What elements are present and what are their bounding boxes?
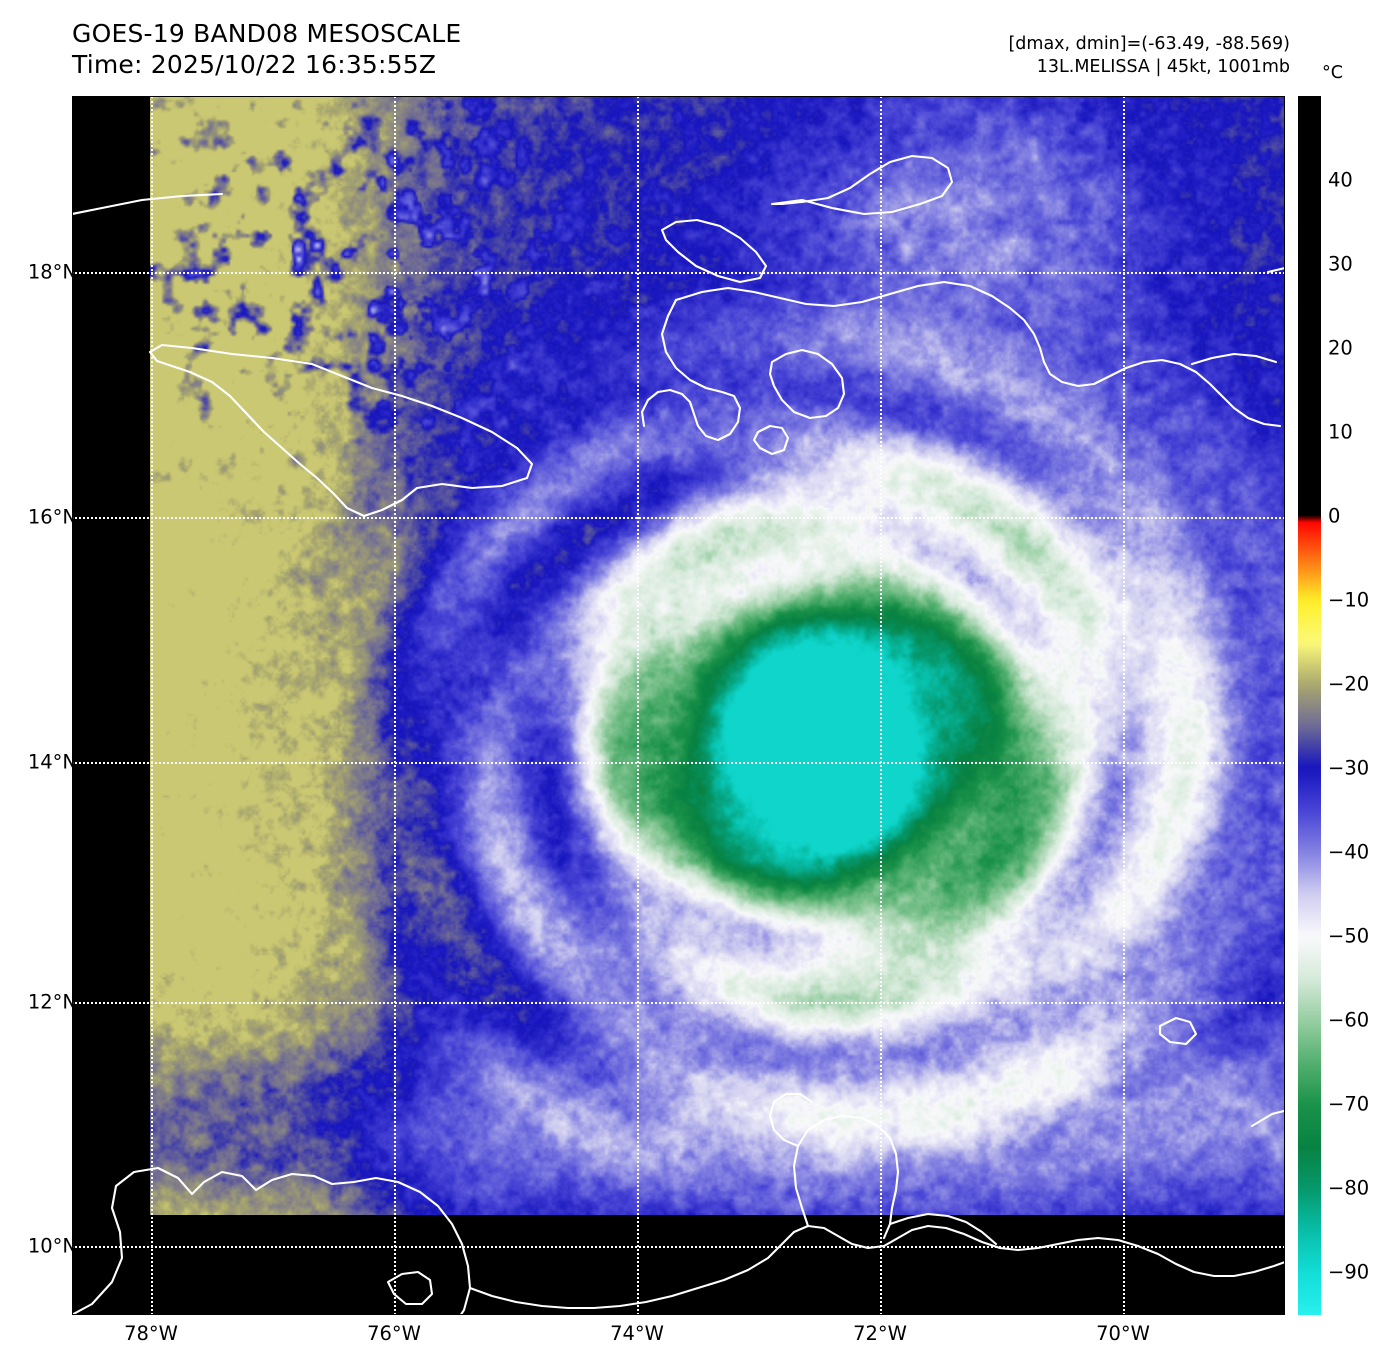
gridline-lon-74 (637, 96, 639, 1315)
colorbar-tick-label: 20 (1328, 336, 1353, 360)
coastline-cuba (72, 192, 224, 216)
colorbar-units-label: °C (1322, 63, 1343, 83)
coastline-overlay (72, 154, 1285, 1315)
coastline-ven-inner (888, 1212, 998, 1246)
coastline-hispaniola-main (674, 280, 1282, 428)
colorbar-tick-label: −30 (1328, 756, 1370, 780)
ytick-label: 10°N (27, 1234, 77, 1258)
coastline-maracaibo-w (768, 1092, 814, 1148)
coastline-guajira (72, 1166, 472, 1315)
coastline-hispaniola-south (640, 298, 742, 442)
gridline-lat-10 (72, 1246, 1285, 1248)
ytick-label: 16°N (27, 505, 77, 529)
colorbar-tick-label: 40 (1328, 168, 1353, 192)
ytick-label: 14°N (27, 750, 77, 774)
dminmax-label: [dmax, dmin]=(-63.49, -88.569) (1008, 34, 1290, 54)
coastline-lower-left (386, 1270, 434, 1306)
page-title: GOES-19 BAND08 MESOSCALE Time: 2025/10/2… (72, 18, 461, 80)
colorbar-gradient (1298, 96, 1321, 1315)
ytick-label: 18°N (27, 260, 77, 284)
colorbar-tick-label: −70 (1328, 1092, 1370, 1116)
coastline-puerto-rico (1266, 266, 1285, 274)
xtick-label: 74°W (610, 1322, 664, 1345)
coastline-curacao (1250, 1109, 1285, 1128)
gridline-lon-76 (394, 96, 396, 1315)
gridline-lat-16 (72, 517, 1285, 519)
coastline-hispaniola-bay (768, 348, 846, 420)
colorbar-tick-label: −40 (1328, 840, 1370, 864)
colorbar-tick-label: 30 (1328, 252, 1353, 276)
gridline-lon-72 (880, 96, 882, 1315)
gridline-lat-18 (72, 272, 1285, 274)
gridline-lat-12 (72, 1002, 1285, 1004)
coastline-aruba (1158, 1016, 1198, 1046)
gridline-lon-70 (1123, 96, 1125, 1315)
coastline-hispaniola-north (770, 154, 954, 216)
colorbar-tick-label: −10 (1328, 588, 1370, 612)
coastline-jamaica (148, 343, 534, 518)
xtick-label: 76°W (367, 1322, 421, 1345)
coastline-maracaibo (792, 1114, 900, 1240)
xtick-label: 78°W (124, 1322, 178, 1345)
xtick-label: 70°W (1096, 1322, 1150, 1345)
colorbar-tick-label: −50 (1328, 924, 1370, 948)
title-line: GOES-19 BAND08 MESOSCALE (72, 19, 462, 48)
metadata-block: [dmax, dmin]=(-63.49, -88.569) 13L.MELIS… (1008, 33, 1290, 79)
colorbar-tick-label: −60 (1328, 1008, 1370, 1032)
colorbar-tick-label: 0 (1328, 504, 1341, 528)
colorbar[interactable] (1298, 96, 1321, 1315)
xtick-label: 72°W (853, 1322, 907, 1345)
colorbar-tick-label: −20 (1328, 672, 1370, 696)
gridline-lon-78 (151, 96, 153, 1315)
satellite-raster (150, 96, 1285, 1215)
satellite-image-plot[interactable]: Copyright © 2020-2025 Dapiya (72, 96, 1285, 1315)
coastline-hispaniola-sm-isle (752, 424, 790, 456)
colorbar-tick-label: 10 (1328, 420, 1353, 444)
colorbar-tick-label: −80 (1328, 1176, 1370, 1200)
ytick-label: 12°N (27, 990, 77, 1014)
gridline-lat-14 (72, 762, 1285, 764)
coastline-dr-east (1190, 352, 1278, 366)
time-line: Time: 2025/10/22 16:35:55Z (72, 50, 437, 79)
colorbar-tick-label: −90 (1328, 1260, 1370, 1284)
storm-label: 13L.MELISSA | 45kt, 1001mb (1036, 57, 1290, 77)
coastline-venezuela-north (468, 1224, 1285, 1310)
